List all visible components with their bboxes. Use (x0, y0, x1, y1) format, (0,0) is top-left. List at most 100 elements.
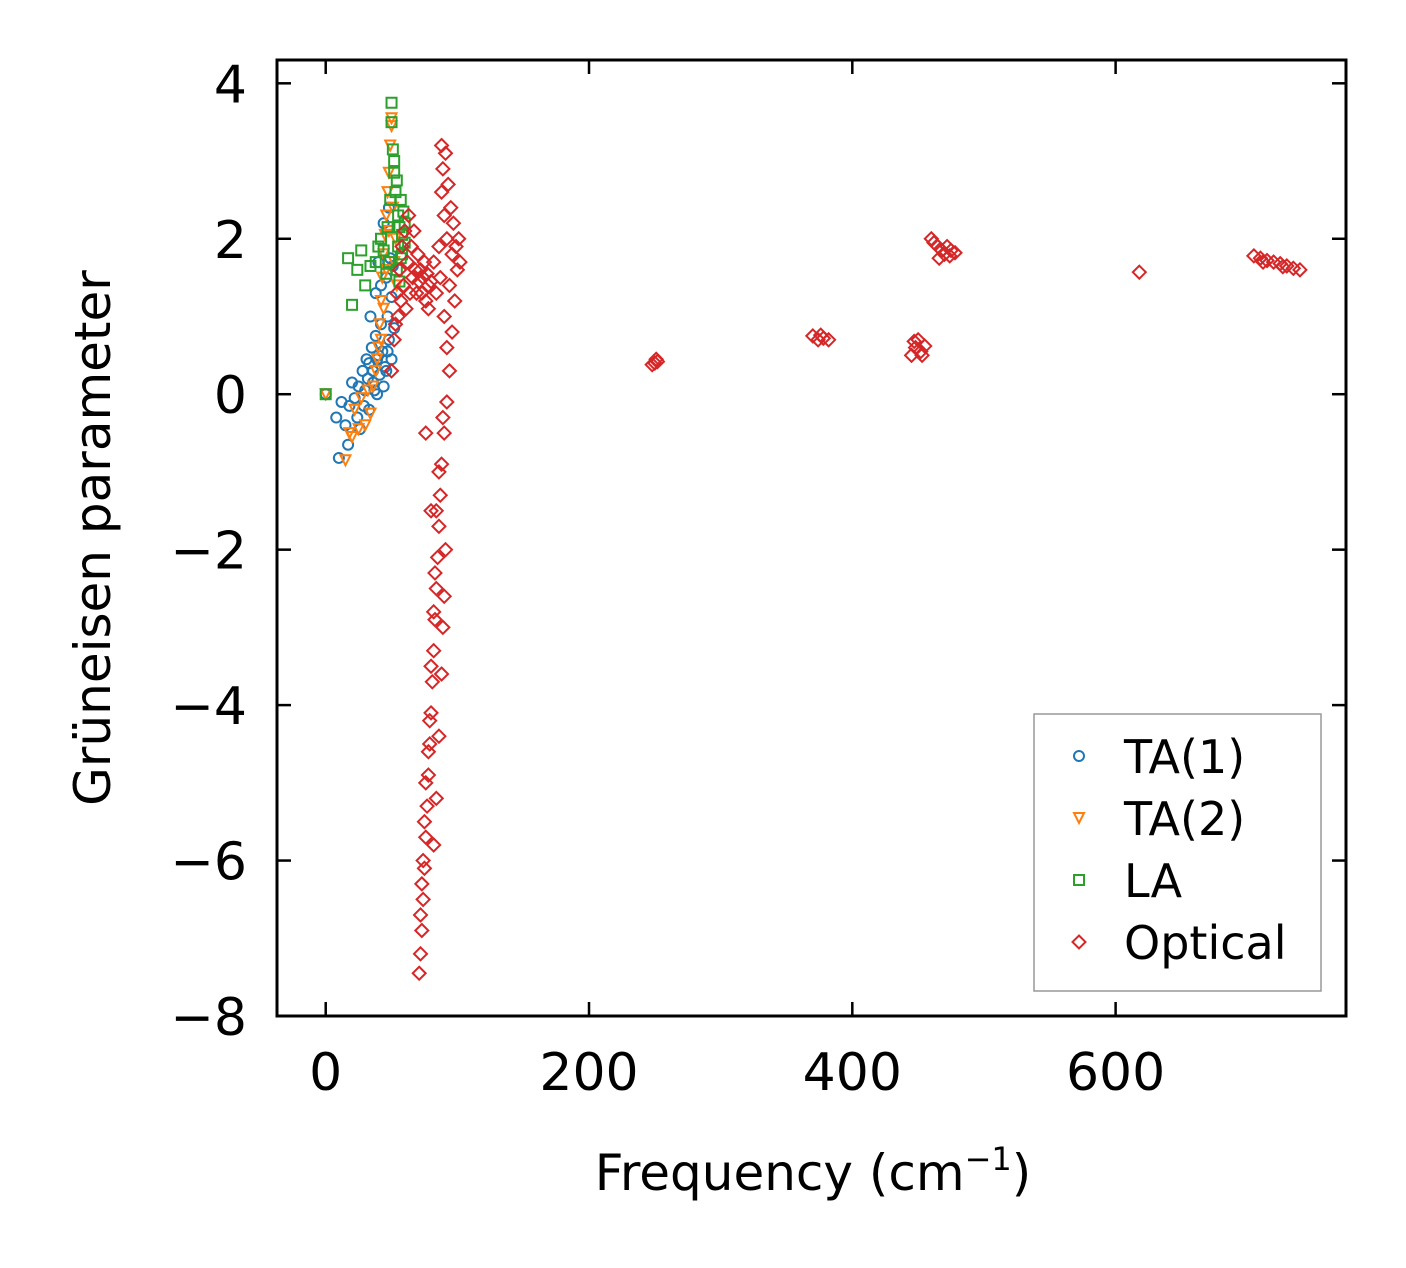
data-point (345, 430, 359, 445)
data-point (427, 611, 443, 628)
data-point (319, 388, 332, 401)
data-point (419, 798, 435, 815)
data-point (1274, 258, 1291, 275)
data-point (420, 300, 437, 317)
data-point (413, 875, 430, 892)
data-point (436, 588, 453, 605)
data-point (417, 293, 434, 309)
data-point (432, 487, 449, 504)
data-point (417, 425, 434, 441)
legend-label: TA(2) (1123, 792, 1245, 846)
data-point (420, 767, 437, 783)
data-point (427, 565, 443, 581)
data-point (445, 215, 462, 232)
data-point (388, 155, 401, 168)
data-point (943, 242, 959, 259)
x-axis-title-main: Frequency (cm (595, 1144, 965, 1202)
legend-item: LA (1073, 854, 1183, 908)
data-point (359, 279, 372, 292)
data-point (417, 829, 434, 846)
data-point (384, 112, 399, 126)
legend-item: TA(2) (1072, 792, 1245, 846)
data-point (434, 619, 451, 636)
data-point (812, 327, 829, 344)
data-point (386, 143, 399, 156)
data-point (379, 209, 393, 223)
data-point (402, 285, 418, 302)
data-point (332, 451, 345, 464)
data-point (390, 174, 403, 187)
data-point (374, 294, 388, 309)
data-point (420, 277, 437, 294)
data-point (438, 339, 455, 356)
data-point (388, 166, 401, 179)
data-point (346, 298, 359, 311)
data-point (342, 438, 355, 451)
data-point (398, 300, 414, 317)
data-point (358, 419, 372, 433)
data-point (369, 329, 382, 342)
data-point (423, 704, 439, 721)
data-point (434, 409, 451, 426)
data-point (379, 263, 393, 278)
data-point (366, 380, 380, 394)
data-point (648, 351, 665, 368)
data-point (423, 502, 439, 519)
legend-marker-icon (1071, 934, 1087, 950)
data-point (406, 223, 422, 239)
y-tick-label: −4 (170, 677, 247, 737)
data-point (420, 743, 437, 760)
data-point (450, 230, 467, 247)
data-point (338, 454, 353, 468)
x-axis-title-superscript: −1 (965, 1140, 1012, 1178)
x-tick-label: 600 (1066, 1043, 1165, 1103)
y-axis-title: Grüneisen parameter (64, 270, 122, 806)
data-point (444, 324, 461, 340)
tick-layer: 0 200 400 600 −8 −6 −4 −2 0 2 4 (170, 55, 1346, 1103)
data-point (380, 364, 393, 377)
data-point (415, 852, 432, 869)
legend-label: LA (1124, 854, 1183, 908)
data-point (361, 384, 375, 398)
data-point (330, 411, 343, 424)
data-point (424, 673, 441, 690)
legend-items: TA(1) TA(2) LA Optical (1071, 730, 1286, 970)
series-optical (383, 137, 1308, 982)
x-tick-label: 0 (309, 1043, 342, 1103)
legend-item: Optical (1071, 916, 1286, 970)
data-point (442, 199, 459, 216)
data-point (431, 728, 447, 745)
legend-label: Optical (1124, 916, 1286, 970)
data-point (417, 774, 434, 791)
data-point (416, 860, 433, 877)
data-point (352, 423, 366, 437)
data-point (438, 394, 455, 410)
data-point (433, 456, 450, 473)
data-point (431, 464, 447, 480)
data-point (810, 331, 826, 348)
legend-marker-icon (1073, 874, 1085, 886)
data-point (351, 411, 364, 424)
data-point (391, 261, 408, 278)
data-point (407, 261, 424, 278)
data-point (425, 837, 442, 853)
legend-label: TA(1) (1123, 730, 1245, 784)
data-point (369, 256, 382, 269)
data-point (371, 388, 384, 401)
data-point (390, 308, 407, 325)
data-point (377, 302, 391, 316)
data-point (412, 907, 429, 923)
data-point (413, 922, 430, 939)
y-tick-label: 0 (214, 366, 247, 426)
data-point (446, 293, 463, 309)
x-axis-title: Frequency (cm−1) (595, 1140, 1032, 1202)
data-point (369, 364, 383, 379)
data-point (382, 256, 395, 269)
data-point (392, 240, 405, 253)
data-point (433, 666, 450, 682)
x-tick-label: 200 (539, 1043, 638, 1103)
y-tick-label: −8 (170, 988, 247, 1048)
data-point (941, 247, 958, 264)
